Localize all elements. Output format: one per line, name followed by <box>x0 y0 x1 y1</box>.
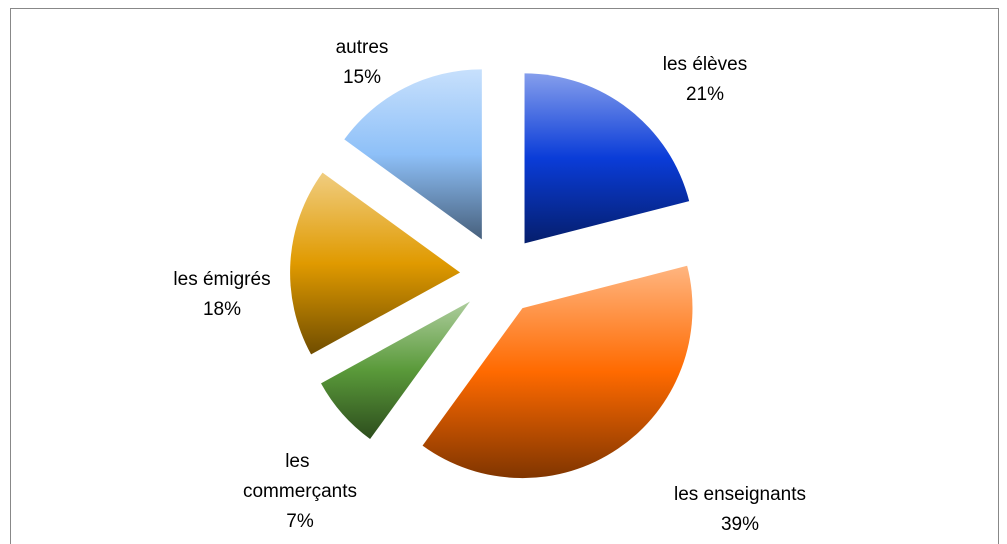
value-label: 15% <box>343 67 381 88</box>
value-label: 18% <box>203 299 241 320</box>
slice-label: les enseignants <box>674 484 806 505</box>
pie-slice <box>344 69 482 240</box>
pie-slice <box>524 73 690 244</box>
pie-slice <box>422 265 693 479</box>
value-label: 7% <box>286 511 314 532</box>
value-label: 21% <box>686 84 724 105</box>
slice-label: les élèves <box>663 54 748 75</box>
slice-label: autres <box>336 37 389 58</box>
pie-slice <box>321 301 470 439</box>
pie-slice <box>290 172 461 355</box>
slice-label: les commerçants <box>243 451 357 502</box>
value-label: 39% <box>721 514 759 535</box>
slice-label: les émigrés <box>173 269 270 290</box>
